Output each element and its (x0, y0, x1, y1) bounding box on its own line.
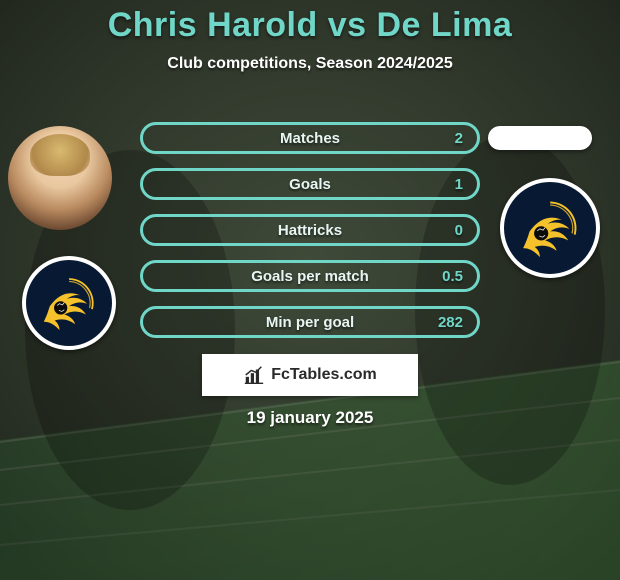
stat-value: 0.5 (442, 268, 463, 285)
page-title: Chris Harold vs De Lima (0, 0, 620, 45)
player-right-placeholder (488, 126, 592, 150)
stat-row-min-per-goal: Min per goal 282 (140, 306, 480, 338)
stat-row-goals-per-match: Goals per match 0.5 (140, 260, 480, 292)
stat-label: Matches (280, 130, 340, 147)
stat-label: Min per goal (266, 314, 354, 331)
subtitle: Club competitions, Season 2024/2025 (0, 55, 620, 73)
stat-value: 2 (455, 130, 463, 147)
stat-label: Goals per match (251, 268, 369, 285)
stat-value: 282 (438, 314, 463, 331)
team-crest-right (500, 178, 600, 278)
brand-label: FcTables.com (271, 366, 377, 384)
mariners-crest-icon (518, 196, 582, 260)
bar-chart-icon (243, 364, 265, 386)
team-crest-left (22, 256, 116, 350)
date-label: 19 january 2025 (0, 408, 620, 428)
stat-label: Hattricks (278, 222, 342, 239)
stats-list: Matches 2 Goals 1 Hattricks 0 Goals per … (140, 122, 480, 338)
mariners-crest-icon (39, 273, 99, 333)
stat-row-matches: Matches 2 (140, 122, 480, 154)
player-left-avatar (8, 126, 112, 230)
stat-value: 1 (455, 176, 463, 193)
stat-value: 0 (455, 222, 463, 239)
brand-box[interactable]: FcTables.com (202, 354, 418, 396)
stat-row-goals: Goals 1 (140, 168, 480, 200)
stat-row-hattricks: Hattricks 0 (140, 214, 480, 246)
stat-label: Goals (289, 176, 331, 193)
